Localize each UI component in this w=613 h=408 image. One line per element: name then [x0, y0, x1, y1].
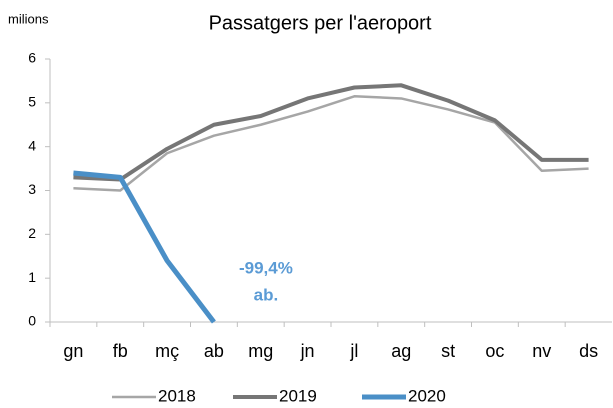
y-tick-label: 5: [28, 94, 36, 110]
y-axis-label: milions: [8, 11, 49, 26]
legend-label: 2020: [408, 386, 446, 405]
y-tick-label: 0: [28, 313, 36, 329]
series-line: [73, 95, 589, 192]
annotation: ab.: [254, 285, 279, 304]
series-line: [73, 83, 589, 182]
x-tick-label: mç: [155, 341, 179, 361]
y-tick-label: 2: [28, 225, 36, 241]
x-tick-label: st: [441, 341, 455, 361]
x-tick-label: oc: [485, 341, 504, 361]
x-tick-label: gn: [63, 341, 83, 361]
legend-label: 2019: [279, 386, 317, 405]
y-tick-label: 4: [28, 137, 36, 153]
chart-title: Passatgers per l'aeroport: [209, 12, 432, 34]
x-tick-label: ab: [204, 341, 224, 361]
x-tick-label: fb: [113, 341, 128, 361]
legend-label: 2018: [158, 386, 196, 405]
x-tick-label: jl: [349, 341, 358, 361]
x-tick-label: nv: [532, 341, 551, 361]
y-tick-label: 3: [28, 181, 36, 197]
y-tick-label: 6: [28, 50, 36, 66]
series-line: [73, 170, 216, 324]
x-tick-label: jn: [300, 341, 315, 361]
annotation: -99,4%: [239, 258, 293, 277]
x-tick-label: ag: [391, 341, 411, 361]
x-tick-label: ds: [579, 341, 598, 361]
y-tick-label: 1: [28, 269, 36, 285]
x-tick-label: mg: [248, 341, 273, 361]
